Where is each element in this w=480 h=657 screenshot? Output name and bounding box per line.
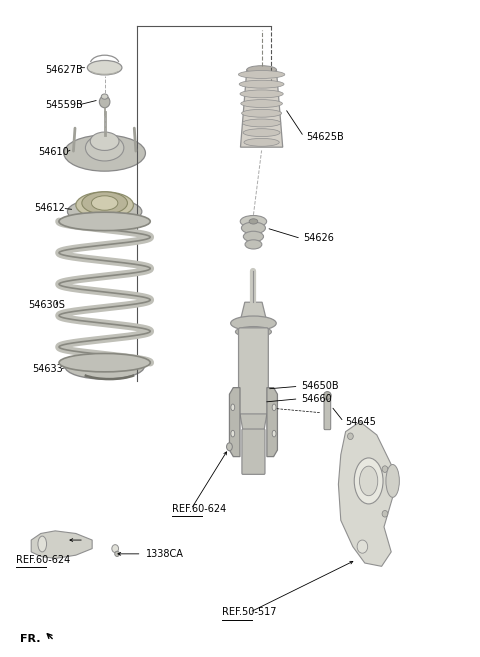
- Text: REF.60-624: REF.60-624: [16, 555, 70, 565]
- Ellipse shape: [243, 231, 264, 242]
- Ellipse shape: [249, 219, 258, 224]
- Ellipse shape: [239, 70, 285, 78]
- Ellipse shape: [239, 80, 284, 88]
- Ellipse shape: [348, 433, 353, 440]
- Text: 54630S: 54630S: [28, 300, 65, 310]
- Text: 54645: 54645: [346, 417, 376, 427]
- FancyBboxPatch shape: [242, 429, 265, 474]
- Text: 54650B: 54650B: [301, 381, 339, 392]
- Ellipse shape: [243, 129, 280, 137]
- Ellipse shape: [354, 458, 383, 504]
- Ellipse shape: [59, 353, 150, 372]
- Text: 54627B: 54627B: [46, 65, 84, 76]
- Text: 54559B: 54559B: [46, 100, 84, 110]
- Polygon shape: [31, 531, 92, 558]
- Ellipse shape: [382, 466, 388, 472]
- Ellipse shape: [324, 392, 331, 399]
- Ellipse shape: [115, 551, 120, 556]
- Ellipse shape: [231, 430, 235, 437]
- Text: REF.60-624: REF.60-624: [172, 504, 226, 514]
- Ellipse shape: [382, 510, 388, 517]
- Ellipse shape: [272, 404, 276, 411]
- Text: REF.50-517: REF.50-517: [222, 607, 276, 618]
- Ellipse shape: [244, 139, 279, 147]
- FancyBboxPatch shape: [239, 328, 268, 416]
- Ellipse shape: [76, 192, 133, 218]
- Text: 1338CA: 1338CA: [146, 549, 184, 559]
- Ellipse shape: [245, 240, 262, 249]
- FancyBboxPatch shape: [324, 396, 331, 430]
- Ellipse shape: [241, 100, 282, 108]
- Ellipse shape: [82, 192, 128, 214]
- Polygon shape: [229, 388, 240, 457]
- Polygon shape: [240, 302, 267, 322]
- Ellipse shape: [99, 96, 110, 108]
- Ellipse shape: [67, 198, 142, 225]
- Text: FR.: FR.: [20, 633, 41, 644]
- Text: 54626: 54626: [303, 233, 334, 244]
- Ellipse shape: [85, 135, 124, 161]
- Text: 54660: 54660: [301, 394, 332, 404]
- Ellipse shape: [241, 109, 282, 117]
- Ellipse shape: [101, 94, 108, 99]
- Ellipse shape: [87, 60, 122, 75]
- Ellipse shape: [112, 545, 119, 553]
- Ellipse shape: [59, 212, 150, 231]
- Ellipse shape: [91, 196, 118, 210]
- Ellipse shape: [227, 443, 232, 451]
- Text: 54612: 54612: [35, 203, 65, 214]
- Ellipse shape: [64, 135, 145, 171]
- Ellipse shape: [90, 132, 119, 150]
- Ellipse shape: [235, 327, 272, 337]
- Ellipse shape: [230, 316, 276, 330]
- Ellipse shape: [386, 464, 399, 497]
- Text: 54625B: 54625B: [306, 131, 344, 142]
- Polygon shape: [267, 388, 277, 457]
- Ellipse shape: [241, 222, 265, 234]
- Ellipse shape: [231, 404, 235, 411]
- Ellipse shape: [272, 430, 276, 437]
- Polygon shape: [240, 414, 267, 430]
- Ellipse shape: [65, 354, 144, 379]
- Ellipse shape: [357, 540, 368, 553]
- Text: 54610: 54610: [38, 147, 69, 158]
- Ellipse shape: [38, 536, 47, 552]
- Ellipse shape: [247, 66, 276, 74]
- Ellipse shape: [240, 90, 283, 98]
- Ellipse shape: [240, 215, 267, 227]
- Polygon shape: [338, 422, 393, 566]
- Ellipse shape: [360, 466, 378, 495]
- Ellipse shape: [242, 119, 281, 127]
- Polygon shape: [240, 70, 283, 147]
- Text: 54633: 54633: [33, 364, 63, 374]
